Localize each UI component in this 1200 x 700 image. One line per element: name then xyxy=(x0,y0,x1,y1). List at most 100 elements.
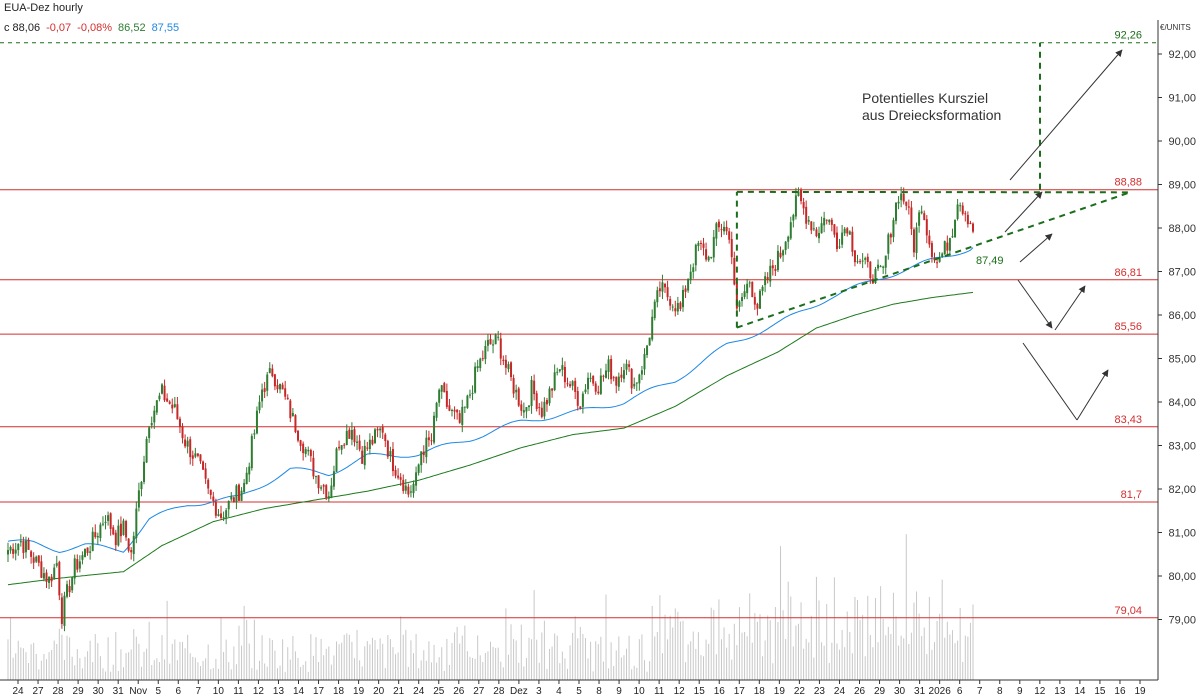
y-tick-label: 84,00 xyxy=(1168,397,1196,409)
candle-body xyxy=(417,464,420,473)
candle-body xyxy=(646,345,649,356)
candle-body xyxy=(866,256,869,262)
x-tick-label: 24 xyxy=(12,686,24,697)
candle-body xyxy=(815,229,818,237)
x-tick-label: 16 xyxy=(1114,686,1126,697)
candle-body xyxy=(561,365,564,370)
candle-body xyxy=(379,428,382,431)
candle-body xyxy=(12,548,15,554)
x-tick-label: Nov xyxy=(129,686,147,697)
candle-body xyxy=(222,517,225,519)
x-tick-label: 21 xyxy=(393,686,405,697)
candle-body xyxy=(312,457,315,477)
candle-body xyxy=(897,201,900,204)
candle-body xyxy=(746,283,749,294)
candle-body xyxy=(291,412,294,417)
candle-body xyxy=(512,378,515,394)
candle-body xyxy=(160,384,163,394)
x-tick-label: 13 xyxy=(1054,686,1066,697)
candle-body xyxy=(391,449,394,472)
candle-body xyxy=(338,446,341,449)
candle-body xyxy=(581,393,584,407)
candle-body xyxy=(730,239,733,258)
candle-body xyxy=(486,339,489,346)
candle-body xyxy=(959,205,962,207)
candle-body xyxy=(800,189,803,202)
x-axis: 24 27 28 29 30 31 Nov 5 6 7 10 11 12 13 14 17 18 19 20 21 24… xyxy=(0,679,1158,697)
candle-body xyxy=(520,404,523,411)
candle-body xyxy=(715,223,718,239)
candle-body xyxy=(173,404,176,408)
candle-body xyxy=(284,388,287,397)
candle-body xyxy=(86,547,89,553)
candle-body xyxy=(587,377,590,390)
candle-body xyxy=(196,453,199,456)
candle-body xyxy=(402,479,405,491)
x-tick-label: 31 xyxy=(113,686,125,697)
candle-body xyxy=(204,468,207,479)
candle-body xyxy=(299,440,302,446)
candle-body xyxy=(615,376,618,386)
candle-body xyxy=(656,290,659,303)
candle-body xyxy=(848,231,851,235)
candle-body xyxy=(48,576,51,583)
candle-body xyxy=(853,250,856,263)
candle-body xyxy=(879,266,882,268)
candle-body xyxy=(625,363,628,370)
candle-body xyxy=(309,450,312,457)
candle-body xyxy=(58,561,61,596)
x-tick-label: 2026 xyxy=(929,686,952,697)
x-tick-label: 10 xyxy=(213,686,225,697)
close-value: c 88,06 xyxy=(4,22,41,34)
x-tick-label: 20 xyxy=(373,686,385,697)
candle-body xyxy=(381,427,384,433)
y-tick-label: 83,00 xyxy=(1168,441,1196,453)
candle-body xyxy=(261,389,264,402)
x-tick-label: 19 xyxy=(774,686,786,697)
candle-body xyxy=(504,359,507,368)
scenario-arrows xyxy=(1004,49,1123,421)
candle-body xyxy=(589,377,592,379)
candle-body xyxy=(307,449,310,452)
y-tick-label: 91,00 xyxy=(1168,93,1196,105)
x-tick-label: 18 xyxy=(754,686,766,697)
candle-body xyxy=(325,485,328,499)
candle-body xyxy=(474,366,477,393)
candle-body xyxy=(445,390,448,407)
candle-body xyxy=(830,219,833,225)
candle-body xyxy=(684,288,687,292)
x-tick-label: 12 xyxy=(253,686,265,697)
candle-body xyxy=(928,235,931,245)
candle-body xyxy=(497,336,500,338)
scenario-arrow xyxy=(1019,233,1053,263)
candle-body xyxy=(53,567,56,580)
candle-body xyxy=(148,427,151,439)
x-tick-label: 14 xyxy=(1074,686,1086,697)
candle-body xyxy=(723,226,726,232)
candle-body xyxy=(430,440,433,442)
candle-body xyxy=(771,265,774,269)
candle-body xyxy=(332,471,335,487)
candle-body xyxy=(479,358,482,369)
x-tick-label: 9 xyxy=(1017,686,1023,697)
candle-body xyxy=(558,369,561,372)
candle-body xyxy=(19,541,22,543)
candle-body xyxy=(73,558,76,579)
candle-body xyxy=(466,395,469,408)
candle-body xyxy=(40,561,43,578)
candle-body xyxy=(856,261,859,263)
candle-body xyxy=(114,532,117,546)
level-label: 86,81 xyxy=(1114,267,1142,279)
candle-body xyxy=(507,364,510,370)
candle-body xyxy=(397,475,400,478)
candle-body xyxy=(386,440,389,457)
candle-body xyxy=(45,572,48,582)
x-tick-label: 12 xyxy=(1034,686,1046,697)
candle-body xyxy=(533,380,536,395)
candle-body xyxy=(728,231,731,240)
candle-body xyxy=(548,388,551,404)
candle-body xyxy=(502,359,505,362)
candle-body xyxy=(389,451,392,456)
candle-body xyxy=(954,219,957,238)
candle-body xyxy=(289,400,292,419)
